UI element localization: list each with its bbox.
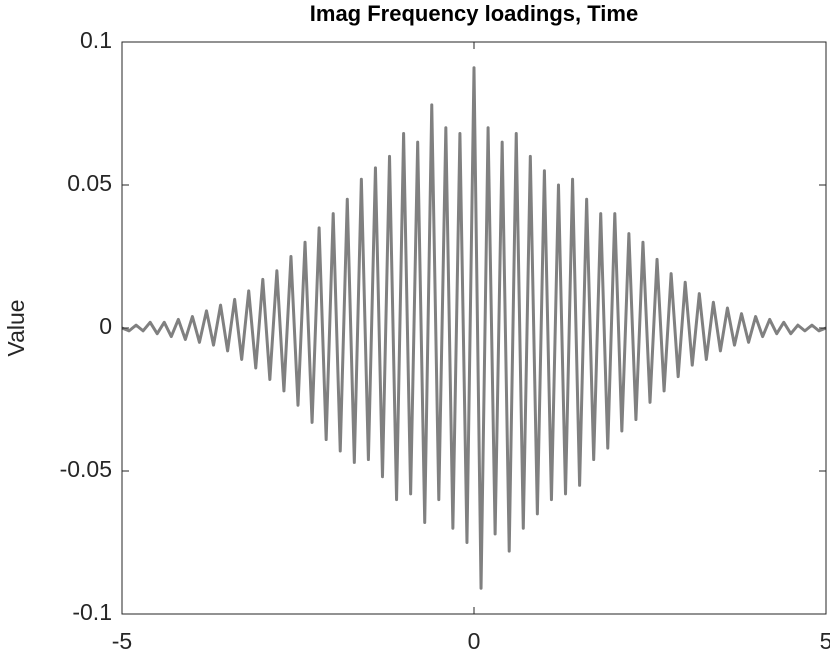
y-tick-label: 0 — [99, 313, 112, 339]
x-tick-label: -5 — [112, 628, 132, 654]
x-tick-label: 5 — [820, 628, 830, 654]
x-tick-label: 0 — [468, 628, 481, 654]
data-line — [121, 66, 827, 590]
y-tick-label: -0.1 — [72, 599, 112, 625]
chart-title: Imag Frequency loadings, Time — [310, 1, 638, 26]
y-tick-label: 0.1 — [80, 27, 112, 53]
y-axis-label: Value — [3, 299, 29, 356]
y-tick-label: 0.05 — [67, 170, 112, 196]
y-tick-label: -0.05 — [60, 456, 112, 482]
